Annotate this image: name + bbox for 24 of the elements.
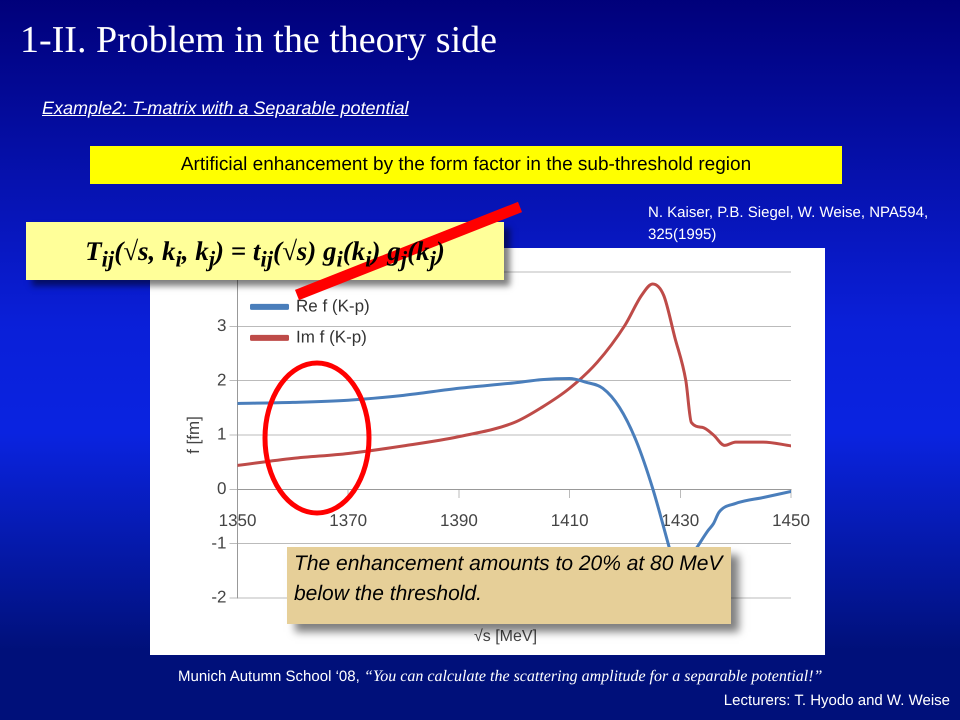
- annotation: The enhancement amounts to 20% at 80 MeV below the threshold.: [287, 547, 731, 624]
- chart-title: 1-II. Problem in the theory side: [20, 18, 498, 62]
- text: Lecturers: T. Hyodo and W. Weise: [724, 692, 950, 709]
- text: Artificial enhancement by the form factor in the sub-threshold region: [90, 146, 842, 184]
- text: N. Kaiser, P.B. Siegel, W. Weise, NPA594, 325(1995): [648, 203, 930, 245]
- y-tick-label: -1: [211, 533, 227, 552]
- x-tick-label: 1370: [329, 511, 368, 530]
- y-tick-label: 3: [217, 316, 227, 336]
- text: “You can calculate the scattering amplitude for a separable potential!”: [364, 668, 822, 685]
- y-tick-label: -2: [211, 588, 227, 607]
- y-axis-title: f [fm]: [184, 416, 203, 454]
- x-tick-label: 1350: [218, 511, 256, 530]
- legend-label: Im f (K-p): [296, 328, 367, 347]
- chart-subtitle: Example2: T-matrix with a Separable potential: [42, 98, 409, 119]
- y-tick-label: 1: [217, 424, 227, 444]
- y-tick-label: 0: [217, 479, 227, 498]
- x-tick-label: 1390: [440, 511, 478, 530]
- y-tick-label: 2: [217, 370, 227, 390]
- x-tick-label: 1430: [661, 511, 700, 530]
- x-tick-label: 1410: [550, 511, 589, 530]
- text: Munich Autumn School ‘08,: [178, 668, 360, 685]
- x-axis-title: √s [MeV]: [474, 628, 538, 646]
- legend-label: Re f (K-p): [296, 296, 370, 316]
- x-tick-label: 1450: [772, 511, 810, 530]
